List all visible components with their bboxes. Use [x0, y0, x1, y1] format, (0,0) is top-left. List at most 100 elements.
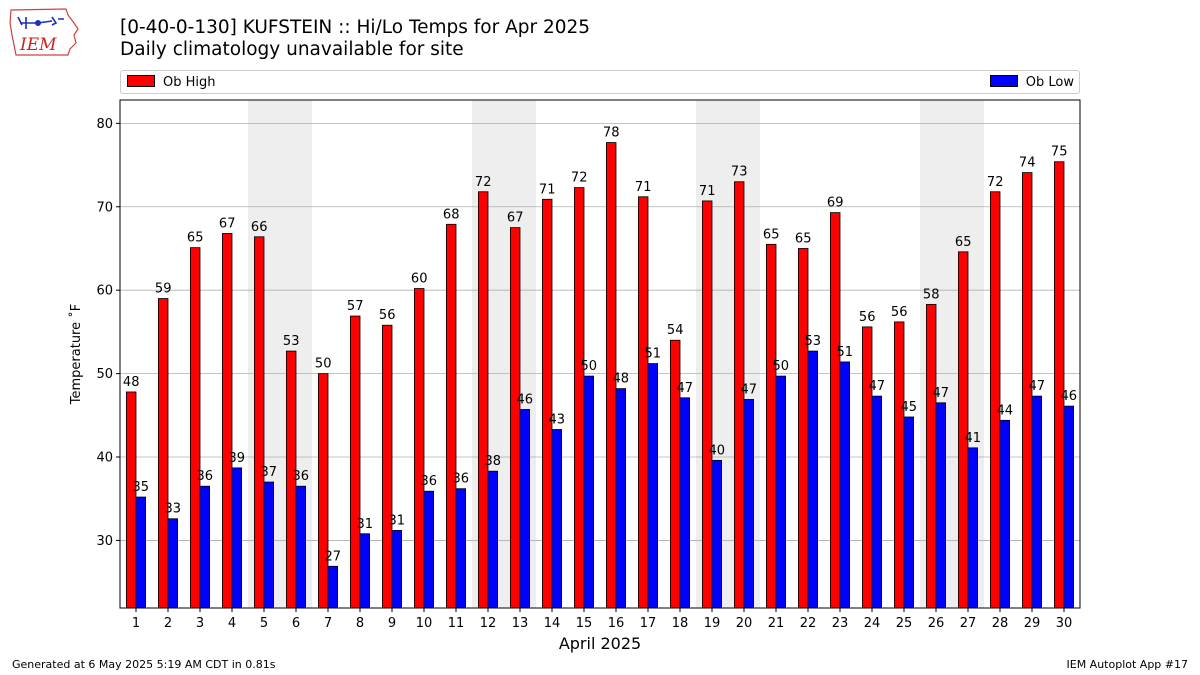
x-tick-label-8: 8: [356, 616, 364, 631]
legend-item-high: Ob High: [127, 75, 216, 90]
bar-low-day-20: [743, 399, 755, 609]
bar-low-day-28: [999, 419, 1011, 609]
label-high-day-22: 65: [795, 231, 812, 246]
bar-low-day-15: [583, 375, 595, 609]
label-low-day-4: 39: [229, 451, 246, 466]
y-axis-label: Temperature ˚F: [68, 304, 84, 405]
x-tick-label-25: 25: [896, 616, 913, 631]
label-low-day-10: 36: [421, 474, 438, 489]
x-tick-label-24: 24: [864, 616, 881, 631]
x-tick-label-22: 22: [800, 616, 817, 631]
bar-low-day-30: [1063, 405, 1075, 609]
x-tick-label-17: 17: [640, 616, 657, 631]
x-tick-label-5: 5: [260, 616, 268, 631]
label-high-day-12: 72: [475, 175, 492, 190]
label-low-day-19: 40: [709, 443, 726, 458]
label-high-day-9: 56: [379, 308, 396, 323]
label-high-day-21: 65: [763, 227, 780, 242]
footer-app: IEM Autoplot App #17: [1066, 658, 1189, 671]
bar-low-day-12: [487, 470, 499, 609]
bar-high-day-28: [990, 191, 1001, 609]
y-tick-label-70: 70: [96, 200, 113, 215]
weather-station-glyph: [17, 16, 64, 29]
label-high-day-7: 50: [315, 357, 332, 372]
bar-low-day-19: [711, 459, 723, 609]
logo-text: IEM: [19, 35, 57, 55]
label-high-day-20: 73: [731, 165, 748, 180]
label-high-day-3: 65: [187, 231, 204, 246]
bar-low-day-3: [199, 485, 211, 609]
label-low-day-23: 51: [837, 345, 854, 360]
bar-high-day-14: [542, 198, 553, 609]
bar-high-day-9: [381, 324, 393, 609]
x-tick-label-3: 3: [196, 616, 204, 631]
y-tick-label-30: 30: [96, 534, 113, 549]
x-tick-label-23: 23: [832, 616, 849, 631]
x-tick-label-1: 1: [132, 616, 140, 631]
bar-high-day-10: [413, 288, 425, 609]
label-high-day-29: 74: [1019, 156, 1036, 171]
label-low-day-8: 31: [357, 517, 374, 532]
label-low-day-7: 27: [325, 549, 342, 564]
x-axis-label: April 2025: [559, 634, 641, 653]
bar-high-day-7: [317, 373, 329, 609]
x-tick-label-12: 12: [480, 616, 497, 631]
bar-low-day-14: [551, 429, 563, 609]
bar-low-day-13: [519, 409, 531, 609]
legend-label-low: Ob Low: [1025, 75, 1074, 90]
bar-high-day-2: [157, 298, 169, 609]
footer-generated: Generated at 6 May 2025 5:19 AM CDT in 0…: [12, 658, 276, 671]
label-high-day-26: 58: [923, 287, 940, 302]
x-tick-label-14: 14: [544, 616, 561, 631]
label-low-day-5: 37: [261, 465, 278, 480]
label-high-day-27: 65: [955, 235, 972, 250]
label-low-day-2: 33: [165, 502, 182, 517]
label-low-day-24: 47: [869, 379, 886, 394]
label-low-day-28: 44: [997, 403, 1014, 418]
label-low-day-22: 53: [805, 334, 822, 349]
label-low-day-12: 38: [485, 454, 502, 469]
bar-high-day-1: [126, 391, 137, 609]
chart-subtitle: Daily climatology unavailable for site: [120, 39, 464, 60]
legend-label-high: Ob High: [163, 75, 216, 90]
label-high-day-13: 67: [507, 211, 524, 226]
bar-low-day-10: [423, 490, 435, 609]
bar-low-day-16: [615, 388, 627, 609]
x-tick-label-9: 9: [388, 616, 396, 631]
bar-high-day-22: [798, 248, 809, 609]
label-high-day-6: 53: [283, 334, 300, 349]
x-tick-label-16: 16: [608, 616, 625, 631]
plot-frame: [119, 99, 1081, 609]
bar-low-day-21: [775, 375, 787, 609]
bar-high-day-11: [445, 223, 457, 609]
legend: Ob High Ob Low: [120, 70, 1080, 94]
bar-high-day-23: [830, 212, 841, 609]
bar-low-day-29: [1031, 395, 1043, 609]
x-tick-label-30: 30: [1056, 616, 1073, 631]
label-low-day-25: 45: [901, 400, 918, 415]
label-high-day-23: 69: [827, 196, 844, 211]
y-tick-label-50: 50: [96, 367, 113, 382]
label-high-day-19: 71: [699, 184, 716, 199]
label-low-day-17: 51: [645, 347, 662, 362]
label-low-day-20: 47: [741, 382, 758, 397]
label-low-day-1: 35: [133, 480, 150, 495]
x-tick-label-6: 6: [292, 616, 300, 631]
label-high-day-10: 60: [411, 272, 428, 287]
x-tick-label-27: 27: [960, 616, 977, 631]
x-tick-label-15: 15: [576, 616, 593, 631]
bar-high-day-4: [221, 233, 233, 609]
label-high-day-14: 71: [539, 182, 556, 197]
bar-low-day-23: [839, 361, 851, 609]
bar-high-day-17: [638, 196, 649, 609]
label-low-day-15: 50: [581, 359, 598, 374]
bar-low-day-4: [231, 467, 243, 609]
bar-high-day-30: [1054, 161, 1065, 609]
x-tick-label-26: 26: [928, 616, 945, 631]
bar-high-day-19: [702, 200, 713, 609]
bar-high-day-12: [477, 191, 489, 609]
label-low-day-6: 36: [293, 469, 310, 484]
y-tick-label-80: 80: [96, 117, 113, 132]
bar-high-day-15: [574, 187, 585, 609]
